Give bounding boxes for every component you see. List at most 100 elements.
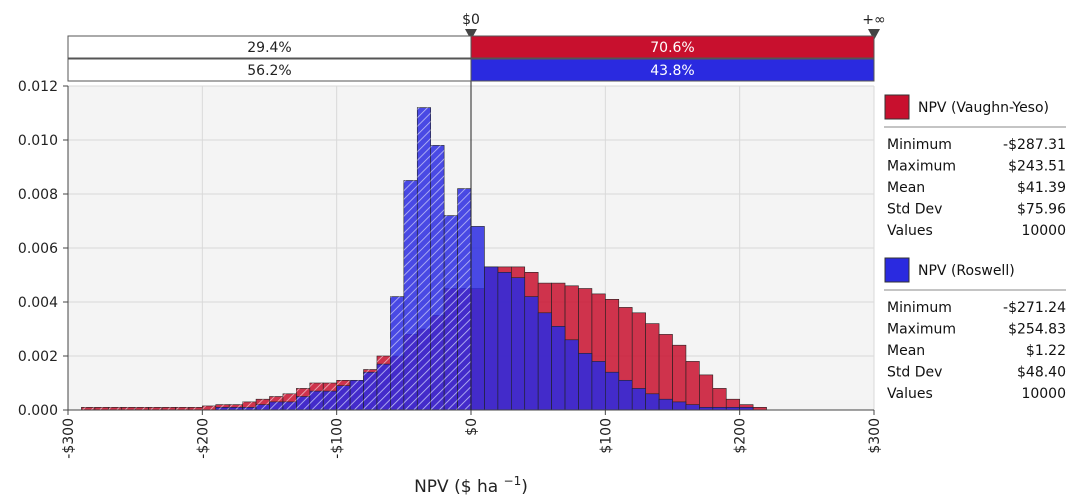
legend-stat-label: Minimum (887, 137, 952, 153)
roswell-bar-hatch (403, 180, 418, 410)
legend-stat-label: Minimum (887, 300, 952, 316)
x-tick-label: -$300 (61, 418, 77, 459)
legend-stat-value: -$271.24 (1003, 300, 1066, 316)
vaughn-yeso-bar-hatch (175, 407, 189, 410)
right-slider-handle-icon[interactable] (868, 29, 880, 40)
legend-stat-value: $41.39 (1017, 180, 1066, 196)
roswell-bar-hatch (242, 407, 257, 410)
legend-stat-label: Values (887, 386, 933, 402)
roswell-bar (645, 393, 660, 411)
roswell-bar-hatch (215, 407, 230, 410)
legend-stat-value: $254.83 (1008, 322, 1066, 338)
roswell-bar-hatch (229, 407, 243, 410)
threshold-left-label: $0 (462, 12, 480, 28)
x-tick-label: -$200 (195, 418, 211, 459)
threshold-bar[interactable]: $0 +∞ 29.4% 70.6% 56.2% 43.8% (67, 12, 886, 82)
vaughn-yeso-bar (672, 344, 687, 411)
x-tick-label: $0 (464, 418, 480, 436)
band-left-percent: 56.2% (247, 63, 291, 79)
x-tick-label: -$100 (330, 418, 346, 459)
x-axis-title-exponent: −1 (504, 474, 522, 488)
legend-series-name: NPV (Vaughn-Yeso) (918, 100, 1049, 116)
legend-stat-value: $48.40 (1017, 365, 1066, 381)
legend-stat-value: -$287.31 (1003, 137, 1066, 153)
legend-stat-label: Mean (887, 180, 925, 196)
roswell-bar-hatch (444, 215, 458, 410)
vaughn-yeso-bar-hatch (188, 407, 203, 410)
legend-stat-label: Std Dev (887, 202, 942, 218)
roswell-bar-hatch (363, 372, 377, 410)
vaughn-yeso-bar-hatch (135, 407, 149, 410)
legend-swatch (884, 257, 910, 283)
legend-stat-label: Std Dev (887, 365, 942, 381)
vaughn-yeso-bar (658, 334, 673, 411)
vaughn-yeso-bar-hatch (148, 407, 163, 410)
roswell-bar-hatch (296, 396, 310, 410)
roswell-bar-hatch (256, 404, 270, 410)
roswell-bar (551, 325, 566, 411)
legend-stat-label: Values (887, 223, 933, 239)
y-tick-label: 0.000 (18, 403, 58, 419)
y-tick-label: 0.010 (18, 133, 58, 149)
roswell-bar (672, 401, 687, 411)
y-tick-label: 0.004 (18, 295, 58, 311)
vaughn-yeso-bar-hatch (108, 407, 122, 410)
vaughn-yeso-bar-hatch (94, 407, 109, 410)
roswell-bar-hatch (282, 401, 297, 410)
x-tick-label: $100 (598, 418, 614, 454)
legend-stat-value: 10000 (1021, 386, 1066, 402)
legend-stat-label: Maximum (887, 322, 956, 338)
roswell-bar (484, 266, 499, 411)
roswell-bar (591, 361, 606, 411)
roswell-bar (658, 398, 673, 411)
roswell-bar-hatch (376, 364, 391, 410)
roswell-bar-hatch (417, 107, 431, 410)
roswell-bar (524, 296, 539, 411)
band-right-cell (470, 35, 875, 59)
legend-stat-value: 10000 (1021, 223, 1066, 239)
legend-stat-value: $75.96 (1017, 202, 1066, 218)
roswell-bar-hatch (430, 145, 445, 410)
roswell-bar (564, 339, 579, 411)
roswell-bar (537, 312, 552, 411)
vaughn-yeso-bar (712, 388, 727, 411)
band-right-percent: 43.8% (650, 63, 694, 79)
x-tick-label: $300 (867, 418, 883, 454)
roswell-bar (497, 271, 512, 411)
band-right-cell (470, 58, 875, 82)
left-slider-handle-icon[interactable] (465, 29, 477, 40)
x-tick-label: $200 (733, 418, 749, 454)
legend: NPV (Vaughn-Yeso) Minimum -$287.31 Maximum $… (884, 94, 1066, 402)
x-axis-title: NPV ($ ha −1) (414, 474, 528, 497)
roswell-bar (470, 226, 485, 411)
roswell-bar (631, 388, 646, 411)
vaughn-yeso-bar (685, 361, 700, 411)
legend-swatch (884, 94, 910, 120)
roswell-bar (578, 352, 593, 411)
roswell-bar-hatch (336, 385, 351, 410)
y-tick-label: 0.002 (18, 349, 58, 365)
axes: 0.000 0.002 0.004 0.006 0.008 0.010 0.012 -$300… (18, 58, 883, 459)
roswell-bar-hatch (309, 391, 324, 410)
threshold-right-label: +∞ (862, 12, 885, 28)
vaughn-yeso-bar-hatch (242, 401, 257, 410)
legend-stat-label: Maximum (887, 159, 956, 175)
band-left-percent: 29.4% (247, 40, 291, 56)
legend-stat-value: $1.22 (1026, 343, 1066, 359)
vaughn-yeso-bar-hatch (202, 405, 216, 410)
band-right-percent: 70.6% (650, 40, 694, 56)
legend-stat-label: Mean (887, 343, 925, 359)
vaughn-yeso-bar-hatch (121, 407, 136, 410)
y-tick-label: 0.012 (18, 79, 58, 95)
roswell-bar (685, 404, 700, 411)
roswell-bar-hatch (269, 401, 283, 410)
y-tick-label: 0.006 (18, 241, 58, 257)
vaughn-yeso-bar-hatch (162, 407, 176, 410)
roswell-bar-hatch (350, 380, 364, 410)
roswell-bar-hatch (323, 391, 337, 410)
series-roswell-bars (215, 107, 754, 411)
roswell-bar (605, 371, 620, 411)
legend-stat-value: $243.51 (1008, 159, 1066, 175)
y-tick-label: 0.008 (18, 187, 58, 203)
